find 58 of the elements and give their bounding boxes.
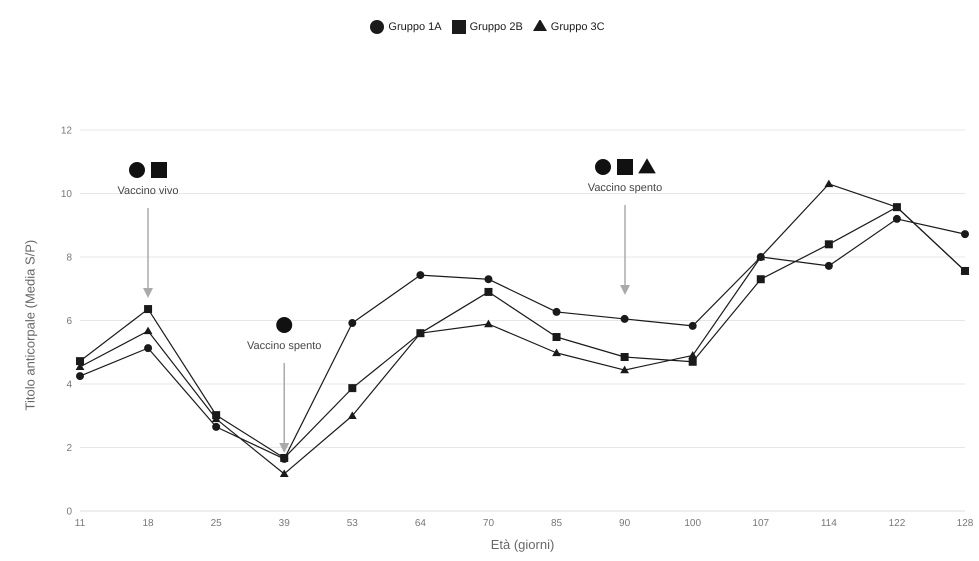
x-tick-label: 122: [888, 518, 906, 530]
point: [416, 271, 424, 280]
point: [484, 275, 492, 284]
point: [824, 240, 833, 248]
point: [688, 351, 698, 359]
point: [484, 320, 493, 328]
point: [348, 319, 356, 328]
legend-label: Gruppo 1A: [388, 20, 442, 33]
point: [961, 230, 969, 238]
y-tick-label: 2: [66, 443, 72, 454]
y-tick-label: 10: [60, 189, 72, 200]
point: [756, 275, 765, 284]
legend-label: Gruppo 3C: [550, 20, 605, 33]
x-tick-label: 128: [956, 518, 974, 530]
x-tick-label: 11: [74, 518, 86, 530]
point: [620, 314, 629, 323]
x-tick-label: 39: [278, 518, 290, 530]
point: [824, 180, 834, 188]
point: [76, 357, 84, 366]
x-tick-label: 25: [210, 518, 222, 530]
x-tick-label: 90: [619, 518, 631, 530]
point: [620, 353, 629, 362]
point: [348, 384, 356, 392]
y-tick-label: 4: [66, 380, 72, 391]
x-axis-title: Età (giorni): [490, 537, 554, 552]
x-tick-label: 18: [142, 518, 154, 530]
point: [552, 333, 561, 342]
point: [620, 366, 630, 374]
x-tick-label: 114: [820, 518, 838, 530]
point: [280, 469, 289, 478]
x-tick-label: 70: [482, 518, 494, 530]
y-tick-label: 6: [66, 316, 72, 328]
x-tick-label: 107: [752, 518, 770, 530]
annotation: Vaccino spento: [588, 182, 662, 194]
point: [76, 372, 84, 380]
point: [484, 288, 492, 296]
y-axis-title: Titolo anticorpale (Media S/P): [22, 240, 38, 410]
point: [552, 348, 561, 356]
point: [212, 422, 220, 431]
annotation: Vaccino spento: [247, 340, 322, 352]
point: [144, 344, 152, 352]
x-tick-label: 100: [684, 518, 702, 530]
y-tick-label: 12: [60, 126, 72, 137]
x-tick-label: 85: [550, 518, 563, 530]
point: [552, 308, 561, 316]
point: [688, 322, 697, 330]
y-tick-label: 0: [66, 506, 72, 518]
point: [688, 358, 697, 366]
annotation: Vaccino vivo: [118, 185, 178, 197]
point: [144, 305, 152, 314]
point: [348, 411, 357, 419]
point: [892, 214, 901, 223]
point: [824, 262, 833, 270]
legend-label: Gruppo 2B: [470, 20, 523, 33]
x-tick-label: 64: [414, 518, 426, 530]
y-tick-label: 8: [66, 252, 72, 264]
point: [144, 326, 152, 334]
x-tick-label: 53: [346, 518, 358, 530]
